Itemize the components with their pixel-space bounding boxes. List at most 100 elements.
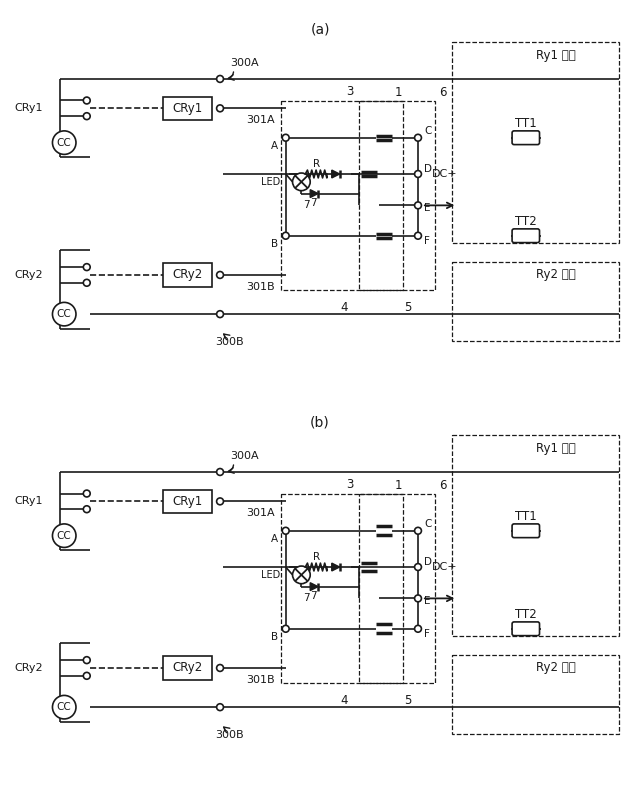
Bar: [281, 101, 435, 290]
Circle shape: [415, 564, 421, 570]
Text: E: E: [424, 596, 430, 607]
Circle shape: [415, 595, 421, 602]
Circle shape: [83, 673, 90, 679]
Circle shape: [52, 524, 76, 547]
Text: A: A: [271, 534, 278, 544]
Bar: [359, 101, 403, 290]
Bar: [359, 494, 403, 683]
Text: LED: LED: [260, 570, 280, 580]
Text: CC: CC: [57, 137, 72, 148]
Text: 301B: 301B: [246, 282, 275, 291]
Bar: [163, 263, 212, 287]
Circle shape: [282, 527, 289, 534]
Circle shape: [52, 696, 76, 719]
Text: TT1: TT1: [515, 117, 537, 129]
Circle shape: [52, 131, 76, 154]
Circle shape: [415, 134, 421, 141]
Circle shape: [216, 703, 223, 711]
FancyBboxPatch shape: [512, 524, 540, 538]
Text: DC+: DC+: [432, 562, 458, 572]
Text: B: B: [271, 238, 278, 249]
Text: F: F: [424, 236, 429, 245]
Circle shape: [216, 468, 223, 476]
Text: 300A: 300A: [230, 451, 259, 461]
Text: 3: 3: [346, 85, 353, 98]
Text: CRy1: CRy1: [173, 495, 203, 508]
Circle shape: [216, 498, 223, 505]
Circle shape: [415, 233, 421, 239]
Text: (b): (b): [310, 416, 330, 430]
Polygon shape: [310, 583, 318, 591]
FancyBboxPatch shape: [512, 229, 540, 243]
Circle shape: [292, 566, 310, 584]
Bar: [163, 97, 212, 120]
Circle shape: [415, 527, 421, 534]
Bar: [163, 490, 212, 513]
Circle shape: [415, 202, 421, 209]
Text: A: A: [271, 141, 278, 151]
Text: CRy2: CRy2: [173, 268, 203, 281]
Text: CRy1: CRy1: [14, 496, 43, 507]
Text: CC: CC: [57, 530, 72, 541]
Text: LED: LED: [260, 177, 280, 187]
Text: CRy1: CRy1: [173, 102, 203, 115]
Circle shape: [83, 279, 90, 286]
Polygon shape: [332, 563, 340, 571]
Text: B: B: [271, 631, 278, 642]
Bar: [163, 656, 212, 680]
Text: F: F: [424, 629, 429, 638]
Circle shape: [282, 134, 289, 141]
Text: D: D: [424, 557, 432, 567]
Text: CC: CC: [57, 702, 72, 712]
Text: Ry2 内部: Ry2 内部: [536, 268, 575, 281]
Circle shape: [216, 75, 223, 83]
Circle shape: [282, 626, 289, 632]
Text: 6: 6: [439, 480, 446, 492]
Text: TT1: TT1: [515, 510, 537, 522]
Circle shape: [216, 105, 223, 112]
Circle shape: [83, 97, 90, 104]
Circle shape: [83, 113, 90, 120]
Text: C: C: [424, 519, 431, 529]
Text: CRy2: CRy2: [173, 661, 203, 674]
Text: CRy1: CRy1: [14, 103, 43, 114]
Text: 1: 1: [395, 480, 402, 492]
Bar: [452, 655, 619, 734]
Circle shape: [282, 233, 289, 239]
Text: 7: 7: [310, 198, 316, 208]
Text: E: E: [424, 203, 430, 214]
Text: CRy2: CRy2: [14, 663, 43, 673]
Text: 3: 3: [346, 478, 353, 491]
Text: TT2: TT2: [515, 214, 537, 228]
Text: 7: 7: [303, 200, 310, 210]
Circle shape: [415, 626, 421, 632]
Bar: [452, 42, 619, 243]
Polygon shape: [332, 170, 340, 178]
Circle shape: [216, 665, 223, 672]
Circle shape: [83, 490, 90, 497]
Text: (a): (a): [310, 23, 330, 37]
Polygon shape: [310, 190, 318, 198]
Circle shape: [415, 171, 421, 177]
FancyBboxPatch shape: [512, 622, 540, 636]
Text: R: R: [312, 160, 319, 169]
Circle shape: [83, 264, 90, 271]
Text: 300B: 300B: [215, 337, 244, 346]
Circle shape: [83, 657, 90, 664]
Text: 301B: 301B: [246, 675, 275, 684]
Text: 300B: 300B: [215, 730, 244, 739]
Bar: [452, 262, 619, 341]
Text: DC+: DC+: [432, 169, 458, 179]
Circle shape: [216, 310, 223, 318]
Text: Ry1 内部: Ry1 内部: [536, 442, 575, 455]
Text: 5: 5: [404, 694, 412, 707]
Bar: [452, 435, 619, 636]
Circle shape: [52, 303, 76, 326]
Circle shape: [292, 173, 310, 191]
Text: 1: 1: [395, 87, 402, 99]
Text: CC: CC: [57, 309, 72, 319]
Text: 7: 7: [303, 593, 310, 603]
Text: 301A: 301A: [246, 508, 275, 518]
Text: 6: 6: [439, 87, 446, 99]
Text: 4: 4: [340, 694, 348, 707]
